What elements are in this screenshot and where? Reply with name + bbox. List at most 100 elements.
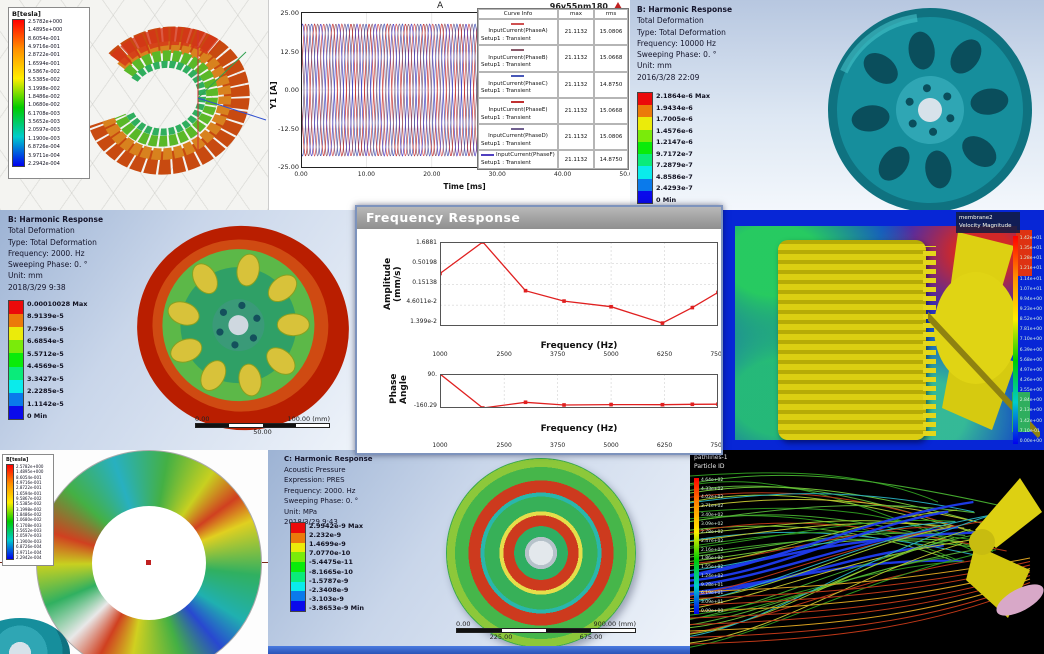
x-axis-ticks: 0.00 10.00 20.00 30.00 40.00 50.00 [294, 171, 630, 180]
scale-q1: 225.00 [489, 633, 513, 641]
legend-max-cell: 21.1132 [558, 97, 594, 125]
scale-end: 900.00 (mm) [593, 620, 636, 628]
header-line: C: Harmonic Response [284, 455, 373, 463]
legend-max-cell: 21.1132 [558, 45, 594, 72]
tick-label: 1.6881 [416, 239, 437, 246]
plot-marker-icon [614, 2, 622, 9]
curve-color-swatch [510, 75, 524, 78]
particle-id-colorbar: 4.64e+02 4.33e+02 4.02e+02 3.71e+02 3.40e+02… [694, 478, 723, 614]
plot-watermark: 96v55nm180 [549, 2, 608, 11]
tick-label: 4.6011e-2 [406, 298, 437, 306]
tick-label: 5000 [603, 351, 619, 358]
tick-label: 50.00 [619, 171, 630, 178]
window-titlebar[interactable]: Frequency Response [357, 207, 721, 229]
pathlines-panel: pathlines-1 Particle ID 4.64e+02 4.33e+02 4… [690, 450, 1044, 654]
legend-max-cell: 21.1132 [558, 124, 594, 151]
header-line: Unit: MPa [284, 507, 318, 516]
legend-curve-cell: InputCurrent(PhaseF) Setup1 : Transient [478, 150, 558, 170]
colorbar-strip [694, 478, 699, 614]
colorbar-strip [6, 464, 14, 560]
legend-header-cell: max [558, 9, 594, 19]
tick-label: 3750 [549, 442, 566, 449]
tick-label: 1.399e-2 [410, 318, 437, 325]
triad-axis-y [197, 51, 247, 99]
gear-model [778, 240, 926, 440]
phase-y-ticks: 90. -160.29 [407, 371, 437, 409]
result-header: B: Harmonic Response Total Deformation Typ… [637, 4, 732, 83]
header-line: B: Harmonic Response [8, 215, 104, 224]
header-line: Sweeping Phase: 0. ° [637, 50, 717, 59]
result-header: B: Harmonic Response Total Deformation Typ… [8, 214, 103, 293]
colorbar-labels: 2.9942e-9 Max 2.232e-9 1.4699e-9 7.0770e-10… [309, 522, 364, 612]
harmonic-2000-panel: B: Harmonic Response Total Deformation Typ… [0, 210, 358, 450]
harmonic-10000-panel: B: Harmonic Response Total Deformation Typ… [630, 0, 1044, 210]
header-line: Frequency: 2000. Hz [284, 486, 356, 495]
header-line: B: Harmonic Response [637, 5, 733, 14]
tick-label: 6250 [656, 351, 673, 358]
legend-rms-cell: 15.0668 [594, 97, 628, 125]
maxwell-stator-panel: B[tesla] 2.5782e+000 1.4895e+000 8.6054e-0… [0, 450, 268, 654]
header-line: Unit: mm [637, 61, 672, 71]
scale-bar: 0.00 100.00 (mm) 50.00 [195, 415, 330, 436]
wheel-3d-viewport-red[interactable] [128, 220, 358, 440]
tick-label: 40.00 [554, 171, 572, 178]
curve-color-swatch [481, 153, 494, 156]
amplitude-chart-canvas[interactable] [440, 242, 718, 326]
colorbar-strip [637, 92, 653, 204]
header-line: Frequency: 10000 Hz [637, 38, 716, 48]
scale-bar-segments [195, 423, 330, 428]
legend-header-line: pathlines-1 [694, 454, 728, 461]
legend-header-line: Velocity Magnitude [959, 223, 1012, 230]
colorbar-strip [8, 300, 24, 420]
legend-title: B[tesla] [6, 457, 29, 463]
deformation-colorbar: 2.1864e-6 Max 1.9434e-6 1.7005e-6 1.4576e-6… [637, 92, 710, 204]
tick-label: 0.00 [284, 86, 299, 94]
phase-y-label: Phase Angle [389, 373, 409, 405]
colorbar-labels: 2.5782e+000 1.4895e+000 8.6054e-001 4.9716e… [16, 464, 44, 560]
tick-label: -160.29 [413, 402, 437, 409]
pressure-colorbar: 2.9942e-9 Max 2.232e-9 1.4699e-9 7.0770e-10… [290, 522, 364, 612]
tick-label: 0.50198 [412, 258, 437, 266]
amplitude-x-ticks: 1000 2500 3750 5000 6250 7500 [432, 351, 721, 360]
b-field-legend-small: B[tesla] 2.5782e+000 1.4895e+000 8.6054e-0… [2, 454, 54, 566]
phase-chart-canvas[interactable] [440, 374, 718, 408]
window-strip[interactable] [268, 646, 690, 654]
legend-max-cell: 21.1132 [558, 150, 594, 170]
wheel-3d-viewport-teal[interactable] [780, 0, 1044, 210]
b-field-colorbar: 2.5782e+000 1.4895e+000 8.6054e-001 4.9716e… [12, 19, 86, 167]
cfd-legend-header: membrane2 Velocity Magnitude [956, 212, 1020, 233]
gear-teeth [923, 246, 936, 436]
legend-rms-cell: 14.8750 [594, 71, 628, 98]
colorbar-labels: 2.1864e-6 Max 1.9434e-6 1.7005e-6 1.4576e-6… [656, 92, 711, 204]
x-axis-label: Time [ms] [443, 182, 486, 191]
legend-header-line: Particle ID [694, 463, 725, 470]
tick-label: 10.00 [357, 171, 375, 178]
tick-label: -12.50 [278, 124, 299, 133]
header-line: 2018/3/29 9:43 [284, 518, 338, 526]
legend-curve-cell: InputCurrent(PhaseC) Setup1 : Transient [478, 71, 558, 98]
tick-label: 20.00 [423, 171, 441, 178]
plot-title: A [437, 1, 444, 11]
triad-axis-x [197, 97, 267, 121]
amplitude-x-label: Frequency (Hz) [540, 341, 618, 351]
header-line: Total Deformation [637, 16, 704, 26]
pathlines-header: pathlines-1 Particle ID [694, 453, 728, 471]
acoustic-disc-viewport[interactable] [446, 458, 636, 648]
header-line: Sweeping Phase: 0. ° [8, 260, 88, 269]
maxwell-torus-panel: B[tesla] 2.5782e+000 1.4895e+000 8.6054e-0… [0, 0, 268, 210]
colorbar-labels: 4.64e+02 4.33e+02 4.02e+02 3.71e+02 3.40e+02… [701, 478, 724, 614]
colorbar-labels: 0.00010028 Max 8.9139e-5 7.7996e-5 6.6854e-… [27, 300, 88, 420]
pathlines-viewport[interactable] [690, 450, 1044, 654]
legend-title: B[tesla] [12, 10, 41, 18]
tick-label: 1000 [432, 351, 448, 358]
header-line: Type: Total Deformation [8, 237, 97, 247]
header-line: Acoustic Pressure [284, 465, 346, 474]
origin-marker [146, 560, 151, 565]
header-line: Type: Total Deformation [637, 27, 726, 37]
header-line: Total Deformation [8, 226, 75, 236]
header-line: 2018/3/29 9:38 [8, 282, 66, 292]
torus-3d-viewport[interactable] [70, 0, 268, 210]
tick-label: 7500 [710, 442, 722, 449]
tick-label: 2500 [496, 351, 512, 358]
